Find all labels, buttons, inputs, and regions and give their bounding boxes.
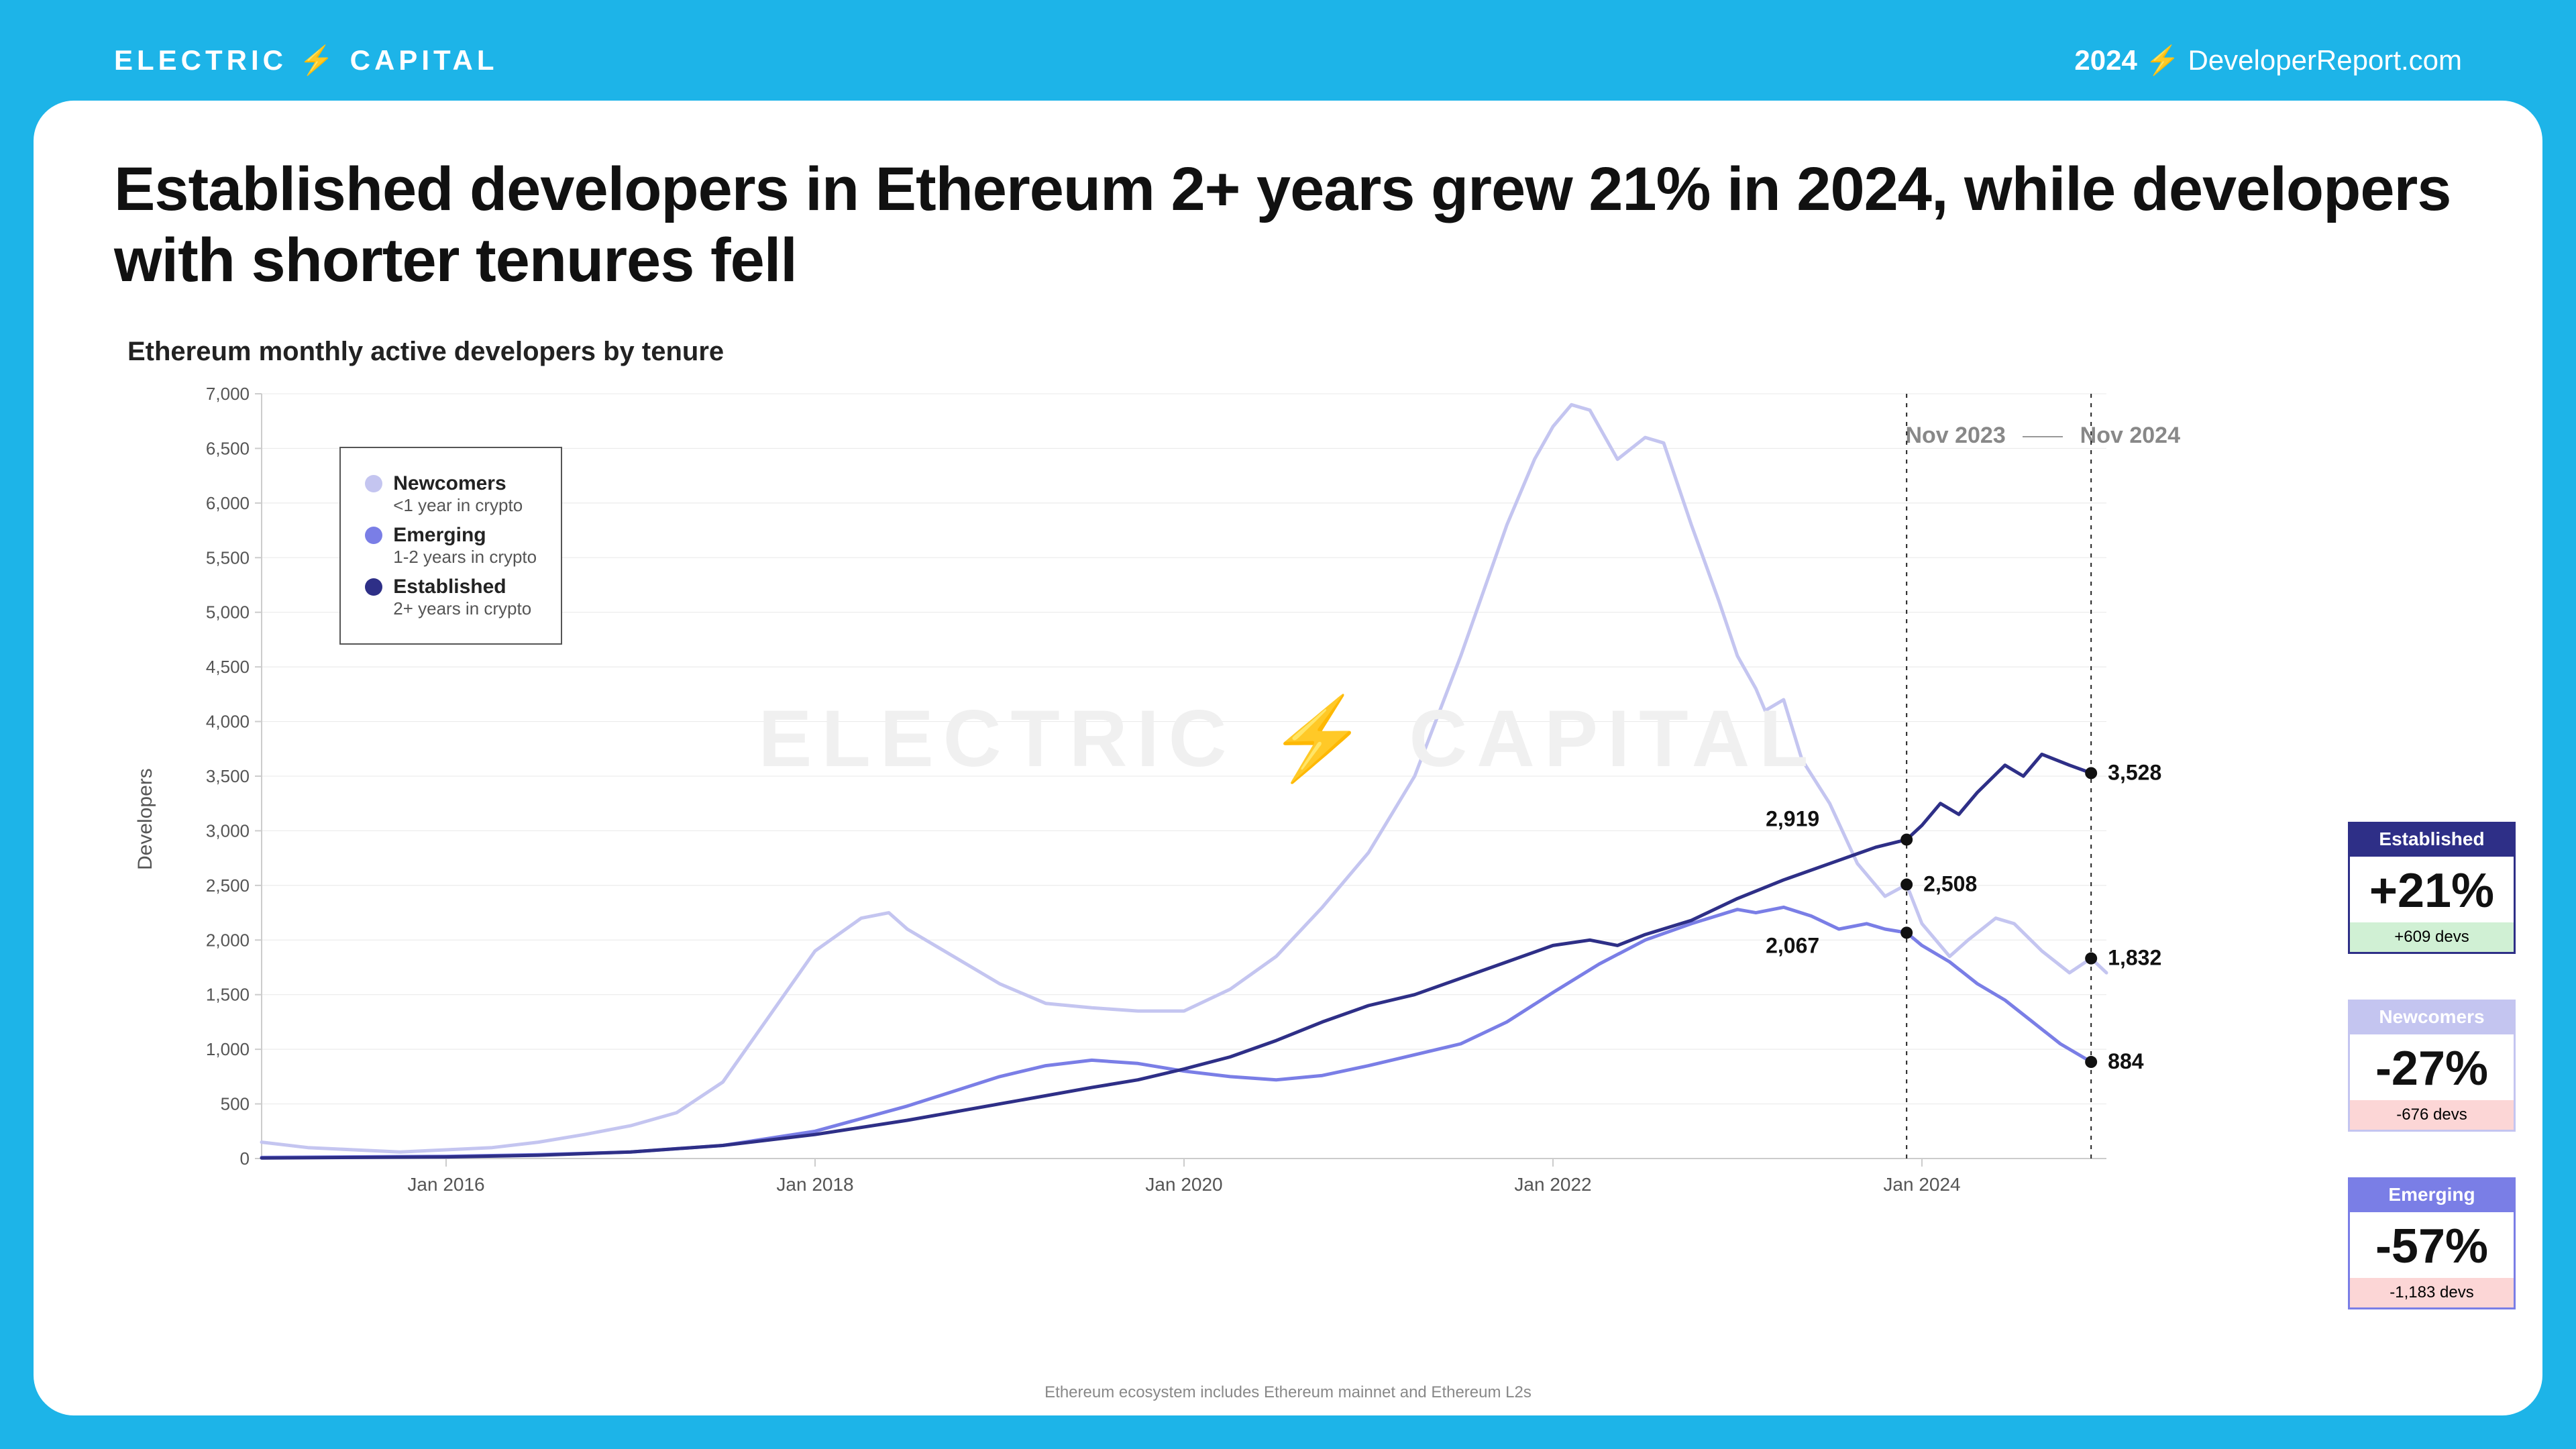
- svg-text:1,832: 1,832: [2108, 945, 2161, 969]
- legend-dot-icon: [365, 527, 382, 544]
- legend-desc: <1 year in crypto: [393, 495, 523, 516]
- callout-delta: -1,183 devs: [2348, 1278, 2516, 1309]
- callout-established: Established +21% +609 devs: [2348, 822, 2516, 954]
- svg-text:1,500: 1,500: [206, 984, 250, 1004]
- legend-item: Emerging 1-2 years in crypto: [365, 524, 537, 568]
- logo-right: CAPITAL: [350, 44, 498, 76]
- legend-dot-icon: [365, 578, 382, 596]
- legend-name: Newcomers: [393, 472, 523, 495]
- svg-text:Jan 2024: Jan 2024: [1883, 1174, 1960, 1195]
- svg-text:Jan 2020: Jan 2020: [1145, 1174, 1222, 1195]
- callout-delta: +609 devs: [2348, 922, 2516, 954]
- legend-dot-icon: [365, 475, 382, 492]
- chart-container: ELECTRIC ⚡ CAPITAL Developers 05001,0001…: [114, 387, 2462, 1226]
- svg-text:3,500: 3,500: [206, 766, 250, 786]
- callout-percent: -57%: [2348, 1212, 2516, 1278]
- year-badge: 2024: [2074, 44, 2137, 76]
- callout-newcomers: Newcomers -27% -676 devs: [2348, 1000, 2516, 1132]
- svg-text:3,528: 3,528: [2108, 760, 2161, 784]
- legend-name: Established: [393, 576, 531, 598]
- svg-text:6,000: 6,000: [206, 492, 250, 513]
- callout-emerging: Emerging -57% -1,183 devs: [2348, 1177, 2516, 1309]
- footnote: Ethereum ecosystem includes Ethereum mai…: [1044, 1383, 1532, 1402]
- svg-text:Jan 2016: Jan 2016: [407, 1174, 484, 1195]
- svg-text:5,000: 5,000: [206, 602, 250, 622]
- legend-name: Emerging: [393, 524, 537, 547]
- y-axis-label: Developers: [134, 768, 157, 870]
- slide-card: Established developers in Ethereum 2+ ye…: [34, 101, 2542, 1415]
- site-name: DeveloperReport.com: [2188, 44, 2462, 76]
- callout-percent: -27%: [2348, 1034, 2516, 1100]
- svg-text:7,000: 7,000: [206, 387, 250, 404]
- svg-text:2,500: 2,500: [206, 875, 250, 895]
- callout-delta: -676 devs: [2348, 1100, 2516, 1132]
- bolt-icon: ⚡: [299, 44, 350, 76]
- chart-subtitle: Ethereum monthly active developers by te…: [127, 337, 2462, 367]
- legend-box: Newcomers <1 year in crypto Emerging 1-2…: [339, 447, 562, 645]
- svg-text:2,919: 2,919: [1766, 806, 1819, 830]
- svg-text:884: 884: [2108, 1049, 2144, 1073]
- callout-header: Newcomers: [2348, 1000, 2516, 1034]
- svg-text:Jan 2022: Jan 2022: [1514, 1174, 1591, 1195]
- svg-text:5,500: 5,500: [206, 547, 250, 568]
- svg-text:6,500: 6,500: [206, 438, 250, 458]
- logo-left: ELECTRIC: [114, 44, 287, 76]
- svg-text:500: 500: [221, 1093, 250, 1114]
- svg-text:Jan 2018: Jan 2018: [776, 1174, 853, 1195]
- legend-item: Established 2+ years in crypto: [365, 576, 537, 619]
- slide-title: Established developers in Ethereum 2+ ye…: [114, 154, 2462, 297]
- site-ref: 2024 ⚡ DeveloperReport.com: [2074, 44, 2462, 77]
- header-bar: ELECTRIC ⚡ CAPITAL 2024 ⚡ DeveloperRepor…: [34, 34, 2542, 87]
- svg-text:4,000: 4,000: [206, 711, 250, 731]
- svg-text:0: 0: [240, 1148, 250, 1169]
- svg-text:2,508: 2,508: [1923, 871, 1977, 896]
- svg-text:3,000: 3,000: [206, 820, 250, 841]
- legend-desc: 2+ years in crypto: [393, 598, 531, 619]
- legend-item: Newcomers <1 year in crypto: [365, 472, 537, 516]
- callout-percent: +21%: [2348, 857, 2516, 922]
- legend-desc: 1-2 years in crypto: [393, 547, 537, 568]
- svg-text:1,000: 1,000: [206, 1039, 250, 1059]
- brand-logo: ELECTRIC ⚡ CAPITAL: [114, 44, 498, 77]
- svg-text:2,067: 2,067: [1766, 933, 1819, 957]
- bolt-icon: ⚡: [2145, 44, 2188, 76]
- svg-text:2,000: 2,000: [206, 930, 250, 950]
- svg-text:4,500: 4,500: [206, 657, 250, 677]
- callout-header: Established: [2348, 822, 2516, 857]
- callout-header: Emerging: [2348, 1177, 2516, 1212]
